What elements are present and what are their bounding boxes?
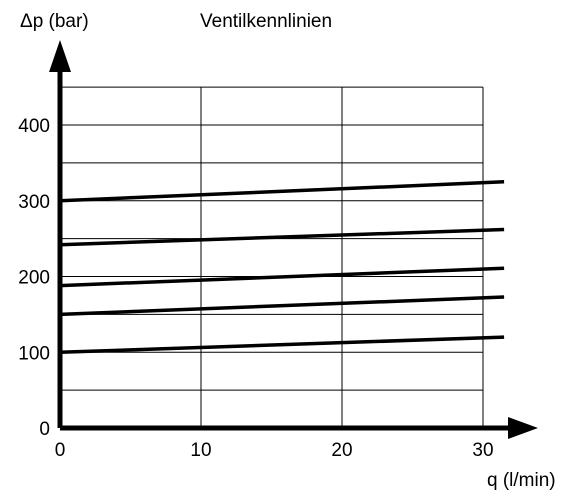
series-line	[59, 227, 505, 247]
x-tick-label: 10	[190, 440, 211, 461]
series-line	[59, 335, 505, 355]
x-tick-label: 0	[55, 440, 66, 461]
grid	[60, 86, 484, 428]
tick-labels: 0 100 200 300 400 0 10 20 30	[18, 116, 493, 461]
x-axis-arrowhead	[508, 417, 538, 439]
y-tick-label: 300	[18, 192, 50, 213]
y-tick-label: 200	[18, 268, 50, 289]
y-tick-label: 400	[18, 116, 50, 137]
series-line	[59, 266, 505, 288]
y-tick-label: 100	[18, 343, 50, 364]
x-tick-label: 30	[472, 440, 493, 461]
y-axis-label: Δp (bar)	[20, 11, 89, 32]
x-tick-label: 20	[331, 440, 352, 461]
series-group	[59, 180, 505, 355]
y-tick-label: 0	[39, 419, 50, 440]
chart-title: Ventilkennlinien	[200, 11, 332, 32]
y-axis-arrowhead	[49, 40, 71, 72]
x-axis-label: q (l/min)	[487, 470, 556, 491]
axes	[49, 40, 538, 439]
series-line	[59, 295, 505, 317]
series-line	[59, 180, 505, 203]
